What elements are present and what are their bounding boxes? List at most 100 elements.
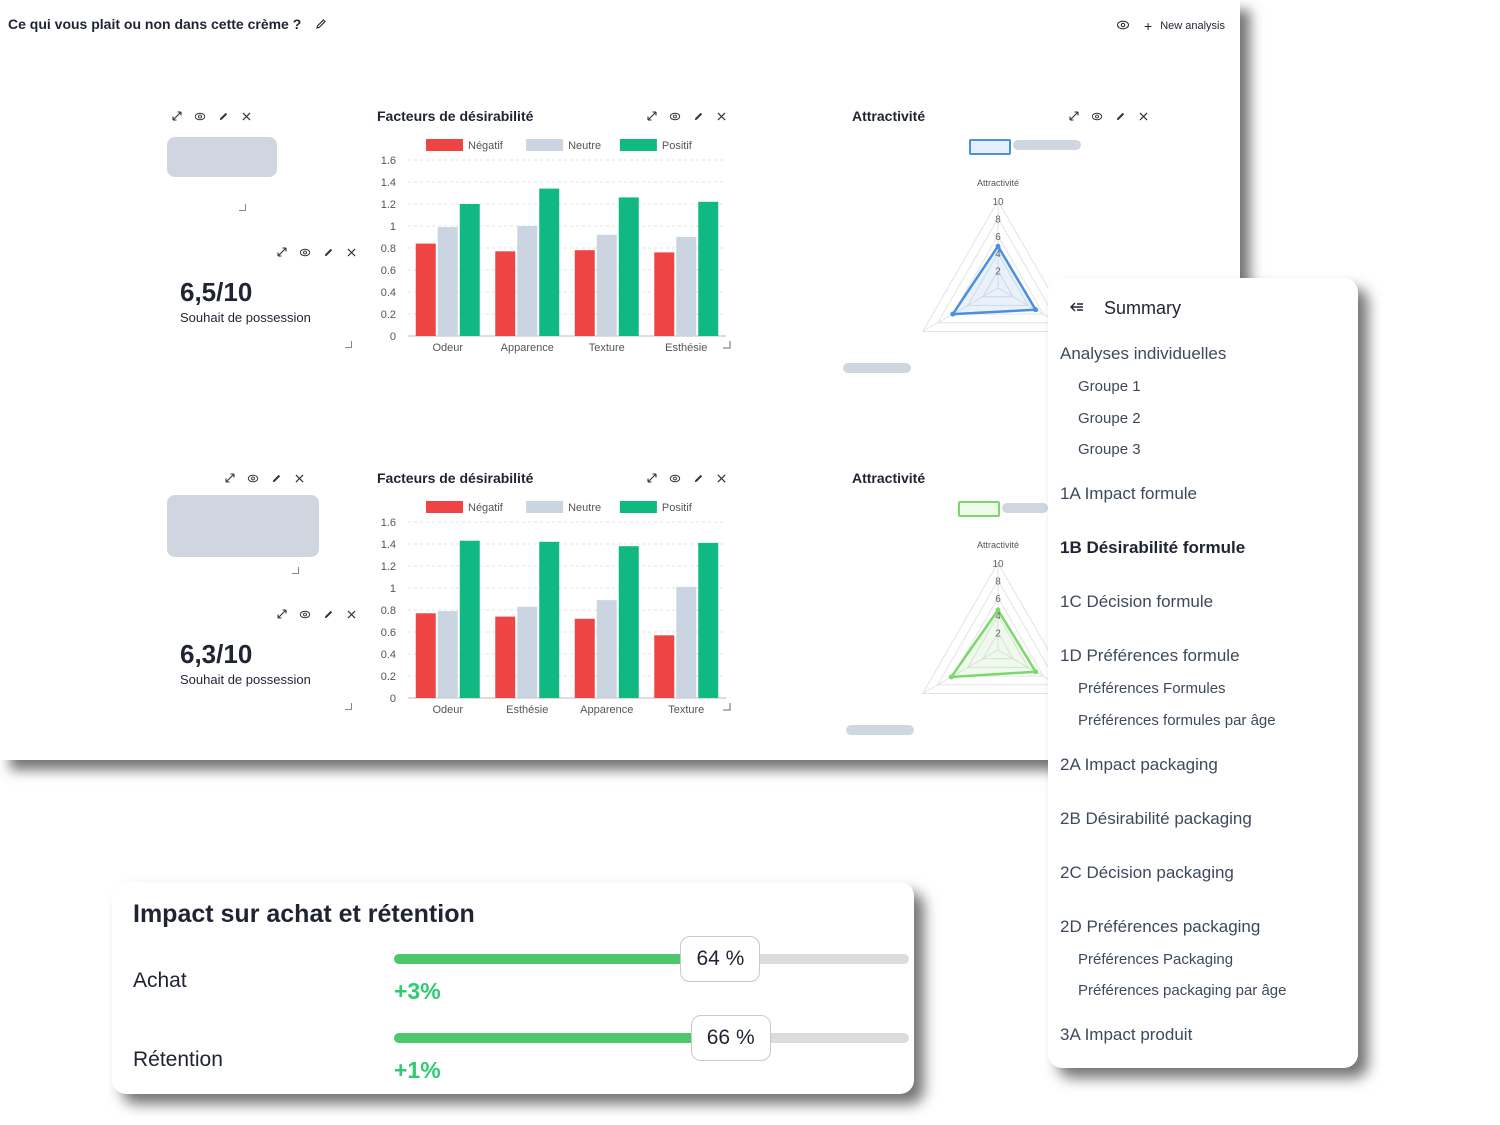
bar[interactable]: [618, 197, 639, 336]
summary-item[interactable]: 1D Préférences formule: [1060, 646, 1240, 665]
expand-icon[interactable]: [171, 110, 183, 122]
legend-label[interactable]: Neutre: [568, 502, 601, 514]
resize-handle[interactable]: [345, 341, 352, 348]
bar[interactable]: [495, 616, 516, 698]
expand-icon[interactable]: [224, 472, 236, 484]
bar[interactable]: [517, 226, 538, 336]
visibility-icon[interactable]: [299, 246, 311, 258]
bar[interactable]: [437, 227, 458, 336]
bar[interactable]: [459, 540, 480, 698]
visibility-icon[interactable]: [299, 608, 311, 620]
summary-item[interactable]: 2A Impact packaging: [1060, 754, 1218, 774]
summary-item[interactable]: Préférences formules par âge: [1078, 711, 1276, 729]
summary-item[interactable]: Préférences Formules: [1078, 680, 1226, 697]
edit-icon[interactable]: [322, 246, 334, 258]
legend-label[interactable]: Négatif: [468, 502, 504, 514]
legend-swatch[interactable]: [619, 139, 657, 151]
summary-item[interactable]: 1C Décision formule: [1060, 592, 1214, 611]
close-icon[interactable]: [1137, 110, 1149, 122]
summary-item[interactable]: Groupe 1: [1078, 378, 1141, 395]
bar[interactable]: [698, 542, 719, 698]
resize-handle[interactable]: [292, 567, 299, 574]
summary-item[interactable]: Groupe 2: [1078, 409, 1141, 427]
bar[interactable]: [698, 201, 719, 336]
resize-handle[interactable]: [345, 703, 352, 710]
legend-swatch[interactable]: [426, 501, 463, 513]
summary-item[interactable]: 1B Désirabilité formule: [1060, 538, 1246, 557]
edit-icon[interactable]: [1114, 110, 1126, 122]
radar-point[interactable]: [950, 311, 956, 317]
bar[interactable]: [676, 237, 697, 336]
bar[interactable]: [574, 250, 595, 336]
radar-point[interactable]: [948, 674, 954, 680]
close-icon[interactable]: [240, 110, 252, 122]
radar-point[interactable]: [1033, 307, 1039, 313]
close-icon[interactable]: [715, 110, 727, 122]
bar[interactable]: [459, 204, 480, 336]
radar-point[interactable]: [1033, 669, 1039, 675]
visibility-icon[interactable]: [1116, 19, 1130, 34]
legend-swatch[interactable]: [526, 501, 564, 513]
bar[interactable]: [654, 252, 675, 336]
visibility-icon[interactable]: [247, 472, 259, 484]
summary-item[interactable]: Préférences packaging par âge: [1078, 982, 1287, 999]
expand-icon[interactable]: [646, 472, 658, 484]
legend-swatch[interactable]: [426, 139, 463, 151]
summary-item[interactable]: Préférences Packaging: [1078, 950, 1234, 968]
edit-icon[interactable]: [692, 110, 704, 122]
radar-point[interactable]: [995, 243, 1001, 249]
resize-handle[interactable]: [723, 341, 731, 349]
edit-icon[interactable]: [692, 472, 704, 484]
close-icon[interactable]: [345, 246, 357, 258]
summary-item[interactable]: Groupe 3: [1078, 441, 1141, 458]
bar[interactable]: [495, 251, 516, 336]
radar-legend-swatch[interactable]: [969, 139, 1011, 155]
bar[interactable]: [596, 600, 617, 698]
radar-series[interactable]: [950, 243, 1038, 316]
expand-icon[interactable]: [276, 246, 288, 258]
bar[interactable]: [574, 618, 595, 698]
bar[interactable]: [415, 243, 436, 336]
summary-item[interactable]: 3A Impact produit: [1060, 1025, 1193, 1044]
visibility-icon[interactable]: [669, 472, 681, 484]
bar[interactable]: [415, 613, 436, 698]
legend-label[interactable]: Positif: [662, 140, 693, 152]
edit-icon[interactable]: [217, 110, 229, 122]
bar[interactable]: [539, 188, 560, 336]
legend-label[interactable]: Négatif: [468, 140, 504, 152]
expand-icon[interactable]: [646, 110, 658, 122]
radar-legend-swatch[interactable]: [958, 501, 1000, 517]
collapse-icon[interactable]: [1070, 300, 1084, 318]
close-icon[interactable]: [715, 472, 727, 484]
radar-series[interactable]: [948, 607, 1038, 679]
new-analysis-button[interactable]: + New analysis: [1144, 18, 1225, 34]
summary-item[interactable]: 2D Préférences packaging: [1060, 916, 1261, 936]
visibility-icon[interactable]: [669, 110, 681, 122]
legend-label[interactable]: Positif: [662, 502, 693, 514]
summary-item[interactable]: 2B Désirabilité packaging: [1060, 808, 1252, 828]
radar-point[interactable]: [995, 607, 1001, 613]
edit-title-icon[interactable]: [315, 17, 327, 33]
visibility-icon[interactable]: [194, 110, 206, 122]
summary-item[interactable]: 2C Décision packaging: [1060, 862, 1234, 882]
bar[interactable]: [654, 635, 675, 698]
resize-handle[interactable]: [239, 204, 246, 211]
legend-swatch[interactable]: [526, 139, 564, 151]
bar[interactable]: [437, 611, 458, 698]
legend-label[interactable]: Neutre: [568, 140, 601, 152]
expand-icon[interactable]: [276, 608, 288, 620]
bar[interactable]: [596, 234, 617, 336]
bar[interactable]: [676, 586, 697, 698]
bar[interactable]: [539, 541, 560, 698]
summary-item[interactable]: Analyses individuelles: [1060, 344, 1227, 363]
visibility-icon[interactable]: [1091, 110, 1103, 122]
resize-handle[interactable]: [723, 703, 731, 711]
summary-item[interactable]: 1A Impact formule: [1060, 484, 1198, 503]
edit-icon[interactable]: [322, 608, 334, 620]
close-icon[interactable]: [293, 472, 305, 484]
bar[interactable]: [517, 606, 538, 698]
close-icon[interactable]: [345, 608, 357, 620]
expand-icon[interactable]: [1068, 110, 1080, 122]
edit-icon[interactable]: [270, 472, 282, 484]
legend-swatch[interactable]: [619, 501, 657, 513]
